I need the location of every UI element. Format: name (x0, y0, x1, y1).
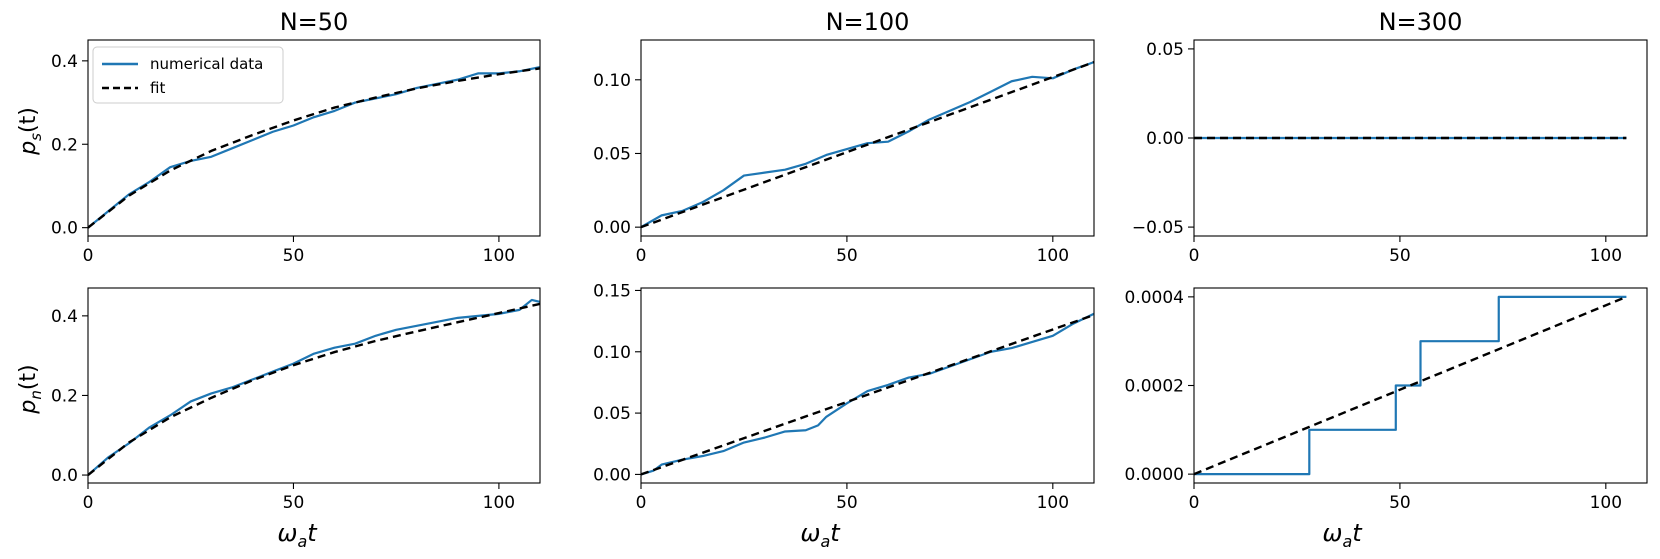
legend: numerical data fit (92, 46, 284, 104)
x-label-col-1: ωat (277, 519, 318, 551)
panel-2-xtick-label: 100 (1037, 246, 1069, 266)
panel-1-series-fit (88, 67, 540, 229)
legend-frame (92, 46, 284, 104)
panel-1-xtick-label: 50 (283, 246, 305, 266)
panel-4-series-fit (88, 302, 540, 476)
legend-label-fit: fit (150, 79, 165, 97)
panel-4-xtick-label: 50 (283, 493, 305, 513)
panel-1-xtick-label: 0 (83, 246, 94, 266)
x-label-col-3-base: ω (1322, 519, 1342, 547)
panel-4-ytick-label: 0.2 (51, 386, 78, 406)
panel-5: 0 50 100 0.00 0.05 0.10 0.15 (593, 281, 1095, 513)
row-label-bottom: pn(t) (16, 364, 45, 414)
x-label-col-2-base: ω (800, 519, 820, 547)
panel-4-ytick-label: 0.4 (51, 307, 78, 327)
panel-6-ytick-label: 0.0004 (1125, 288, 1184, 308)
panel-2-title: N=100 (826, 8, 910, 36)
panel-2-ytick-label: 0.10 (593, 71, 631, 91)
panel-4-frame (87, 287, 541, 484)
panel-6-ytick-label: 0.0000 (1125, 465, 1184, 485)
legend-label-numerical-data: numerical data (150, 55, 263, 73)
panel-4-ytick-label: 0.0 (51, 466, 78, 486)
panel-3: 0 50 100 −0.05 0.00 0.05 N=300 (1132, 8, 1648, 266)
panel-1-xtick-label: 100 (483, 246, 515, 266)
row-label-top-sub: s (27, 133, 45, 141)
panel-5-series-fit (641, 313, 1094, 476)
row-label-top-tail: (t) (16, 107, 41, 133)
panel-3-title: N=300 (1379, 8, 1463, 36)
panel-5-ytick-label: 0.00 (593, 465, 631, 485)
row-label-top-base: p (16, 141, 41, 156)
panel-3-xtick-label: 50 (1389, 246, 1411, 266)
panel-6-xtick-label: 50 (1389, 493, 1411, 513)
panel-6-xtick-label: 0 (1189, 493, 1200, 513)
panel-1: 0 50 100 0.0 0.2 0.4 N=50 (51, 8, 541, 266)
x-label-col-2-sub: a (820, 532, 830, 551)
panel-3-ytick-label: 0.00 (1146, 129, 1184, 149)
panel-5-ytick-label: 0.05 (593, 404, 631, 424)
panel-4-series-numerical-data (88, 298, 540, 476)
panel-3-xtick-label: 0 (1189, 246, 1200, 266)
panel-5-xtick-label: 0 (636, 493, 647, 513)
panel-6: 0 50 100 0.0000 0.0002 0.0004 (1125, 287, 1648, 513)
panel-2-ytick-label: 0.00 (593, 218, 631, 238)
panel-5-series-numerical-data (641, 312, 1094, 476)
panel-1-ytick-label: 0.4 (51, 52, 78, 72)
x-label-col-2: ωat (800, 519, 841, 551)
x-label-col-1-base: ω (277, 519, 297, 547)
panel-1-frame (87, 39, 541, 237)
x-label-col-3: ωat (1322, 519, 1363, 551)
panel-2-ytick-label: 0.05 (593, 144, 631, 164)
panel-2-xtick-label: 0 (636, 246, 647, 266)
panel-2-series-numerical-data (641, 61, 1094, 229)
panel-1-ytick-label: 0.2 (51, 135, 78, 155)
panel-2-xtick-label: 50 (836, 246, 858, 266)
panel-4: 0 50 100 0.0 0.2 0.4 (51, 287, 541, 513)
panel-5-frame (640, 287, 1095, 484)
row-label-top: ps(t) (16, 107, 45, 156)
panel-2-series-fit (641, 60, 1094, 229)
x-label-col-1-tail: t (307, 519, 318, 547)
panel-1-ytick-label: 0.0 (51, 219, 78, 239)
row-label-bottom-sub: n (27, 390, 45, 400)
panel-5-xtick-label: 100 (1037, 493, 1069, 513)
panel-1-series-numerical-data (88, 66, 540, 229)
panel-6-series-numerical-data (1194, 295, 1627, 476)
x-label-col-1-sub: a (297, 532, 307, 551)
row-label-bottom-tail: (t) (16, 364, 41, 390)
row-label-bottom-base: p (16, 400, 41, 415)
panel-3-ytick-label: −0.05 (1132, 218, 1184, 238)
panel-3-ytick-label: 0.05 (1146, 40, 1184, 60)
panel-6-xtick-label: 100 (1590, 493, 1622, 513)
x-label-col-2-tail: t (830, 519, 841, 547)
x-label-col-3-sub: a (1342, 532, 1352, 551)
panel-2-frame (640, 39, 1095, 237)
panel-1-title: N=50 (280, 8, 349, 36)
panel-6-ytick-label: 0.0002 (1125, 377, 1184, 397)
panel-2: 0 50 100 0.00 0.05 0.10 N=100 (593, 8, 1095, 266)
panel-4-xtick-label: 100 (483, 493, 515, 513)
panel-5-xtick-label: 50 (836, 493, 858, 513)
panel-5-ytick-label: 0.10 (593, 343, 631, 363)
panel-4-xtick-label: 0 (83, 493, 94, 513)
panel-5-ytick-label: 0.15 (593, 281, 631, 301)
panel-3-xtick-label: 100 (1590, 246, 1622, 266)
x-label-col-3-tail: t (1352, 519, 1363, 547)
